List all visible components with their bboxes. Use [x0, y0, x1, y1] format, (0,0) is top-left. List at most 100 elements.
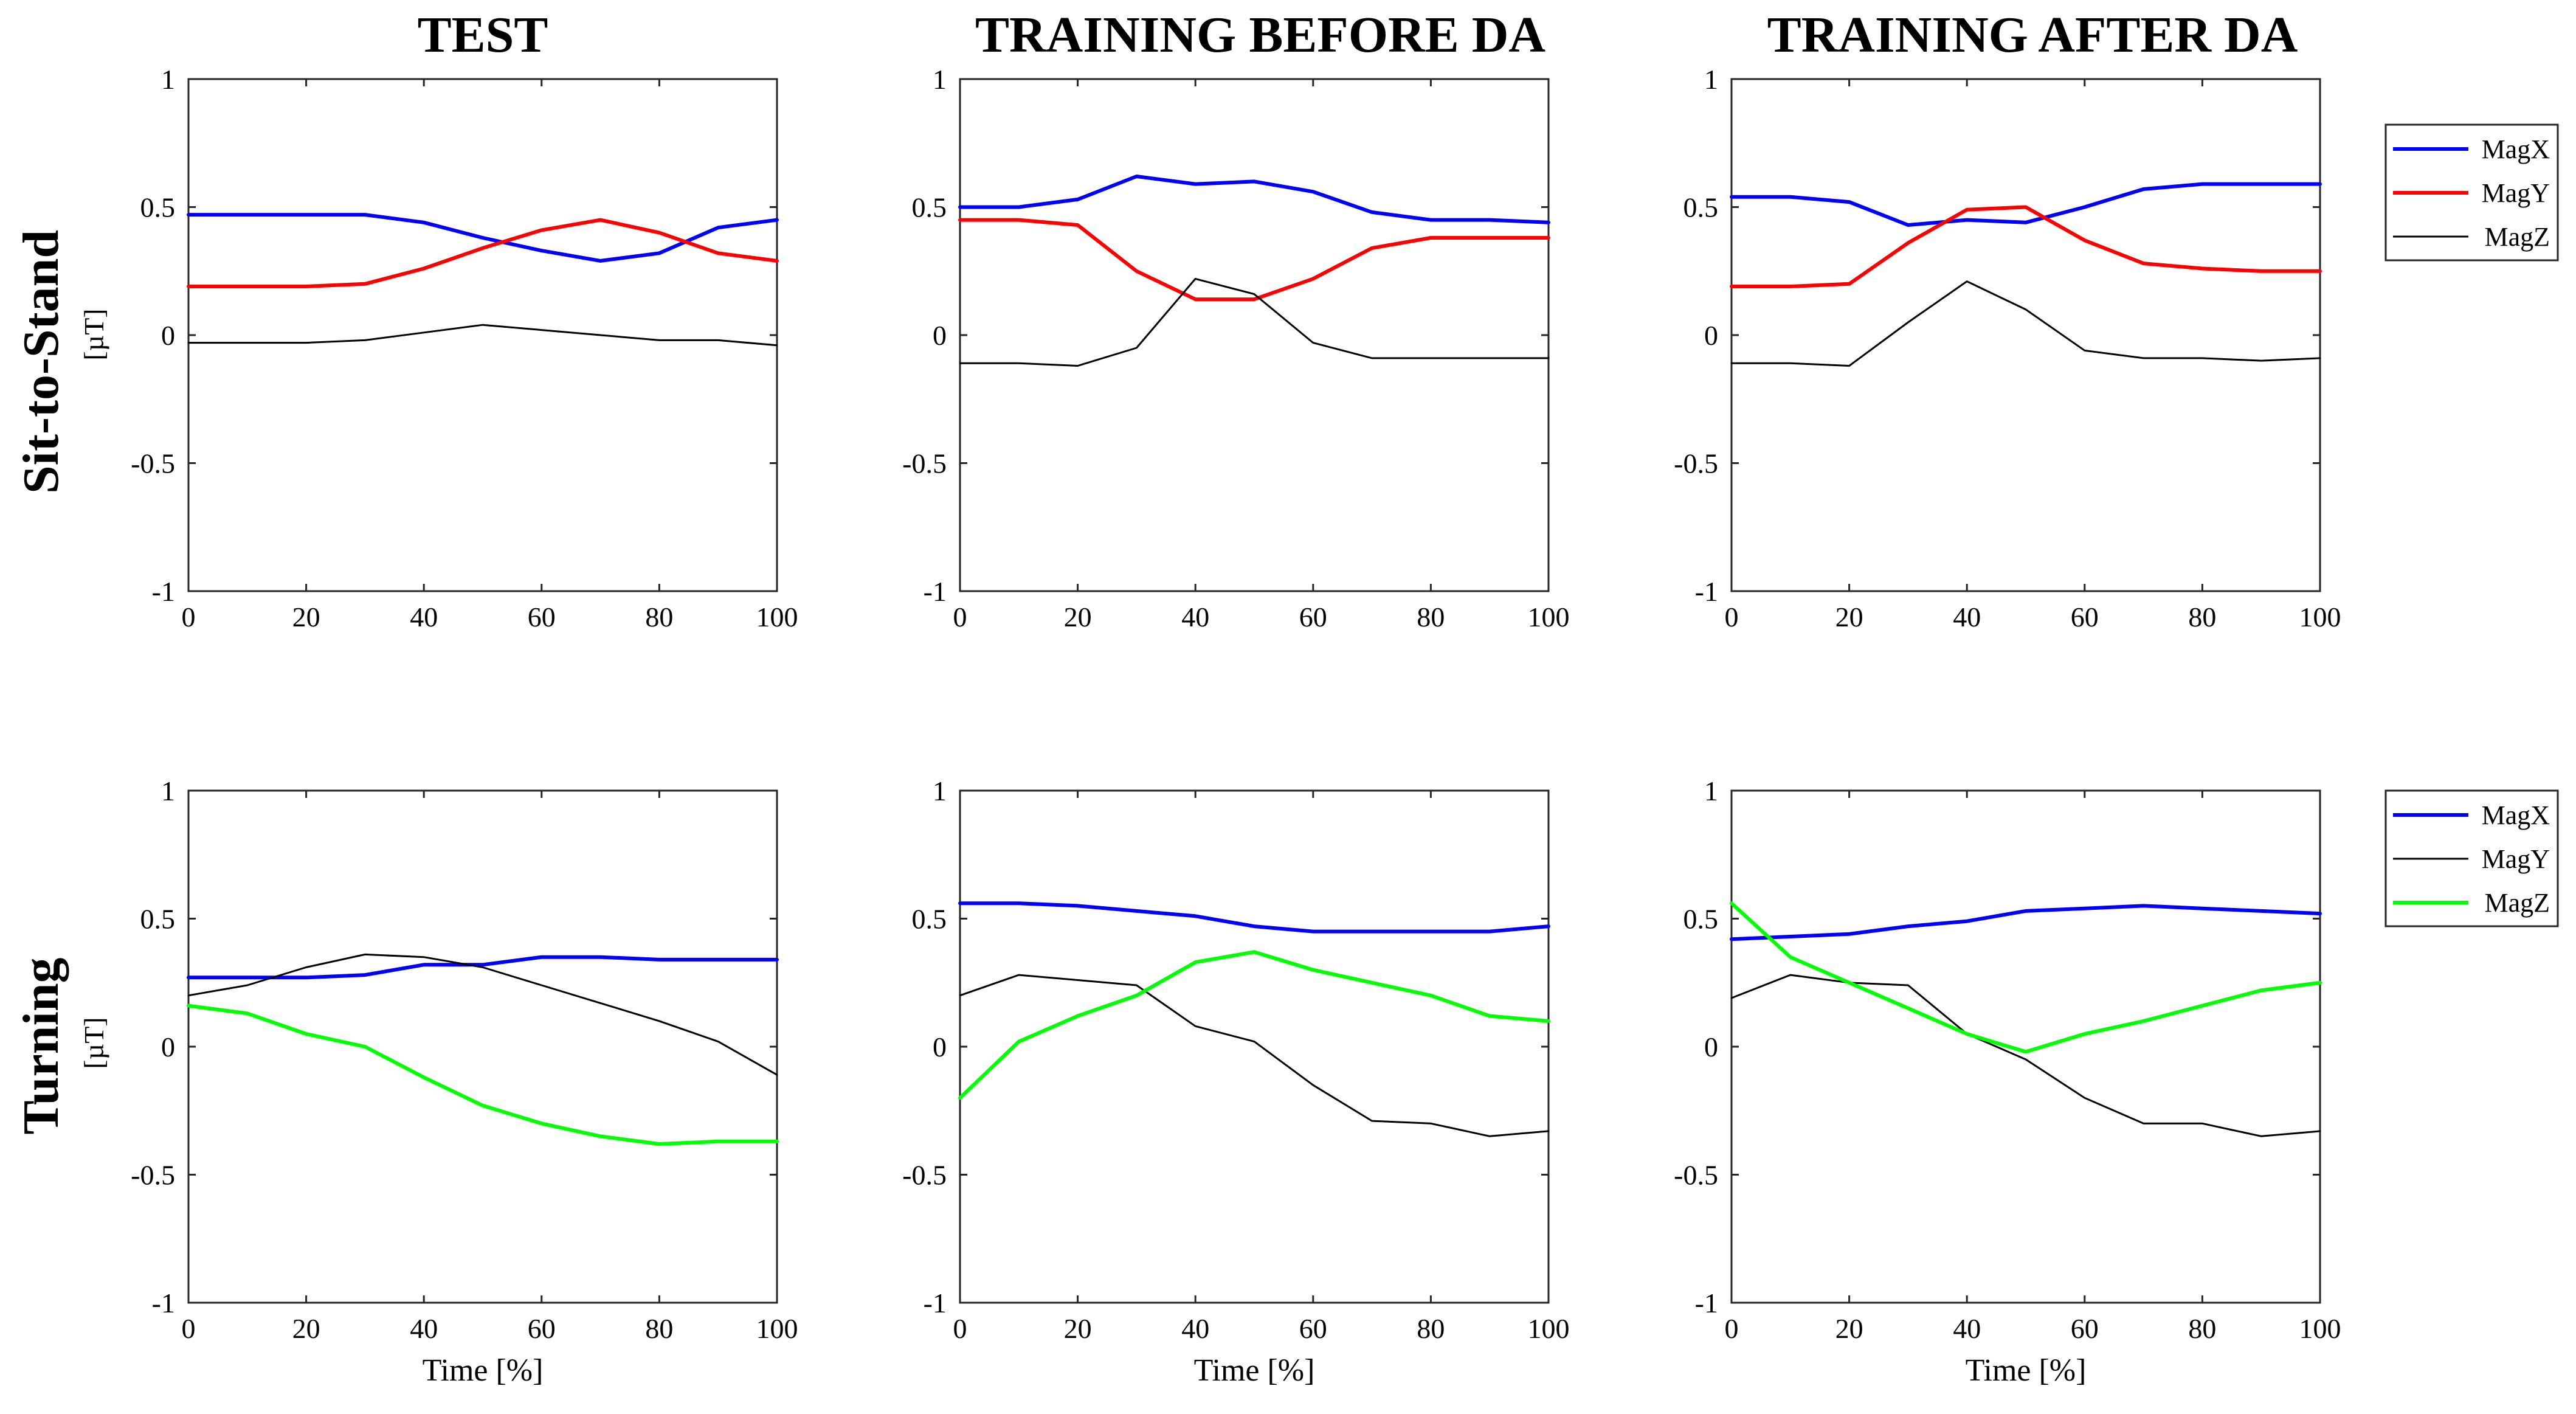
y-tick-label: 0 [1704, 320, 1718, 351]
y-tick-label: -1 [924, 1288, 947, 1319]
y-tick-label: 0 [933, 1031, 947, 1062]
row-unit-label-sit-to-stand: [µT] [78, 308, 109, 360]
x-tick-label: 40 [1953, 601, 1981, 632]
x-axis-label: Time [%] [423, 1353, 544, 1388]
y-tick-label: -1 [152, 1288, 175, 1319]
chart-panel-4: 0 20 40 60 80 100 -1 -0.5 0 0.5 1 Time [%] [902, 775, 1569, 1388]
series-line-magx [187, 213, 779, 263]
legend-label: MagZ [2484, 888, 2550, 918]
y-tick-label: -1 [1695, 1288, 1718, 1319]
legend-label: MagX [2482, 134, 2550, 164]
y-tick-label: 0.5 [912, 192, 947, 223]
legend-label: MagZ [2484, 222, 2550, 252]
y-tick-label: 1 [161, 775, 175, 806]
x-tick-label: 20 [1064, 1313, 1092, 1344]
chart-panel-0: 0 20 40 60 80 100 -1 -0.5 0 0.5 1 [131, 64, 798, 632]
x-tick-label: 100 [1528, 1313, 1570, 1344]
legend-label: MagX [2482, 800, 2550, 830]
row-title-turning: Turning [13, 957, 69, 1134]
x-tick-label: 80 [2188, 601, 2216, 632]
x-tick-label: 100 [2299, 601, 2341, 632]
y-tick-label: -0.5 [902, 1160, 947, 1191]
axes-frame [959, 78, 1550, 592]
y-tick-label: 0 [1704, 1031, 1718, 1062]
x-tick-label: 0 [182, 601, 196, 632]
x-tick-label: 100 [756, 601, 798, 632]
y-tick-label: 1 [933, 775, 947, 806]
x-tick-label: 60 [2071, 601, 2099, 632]
x-tick-label: 100 [756, 1313, 798, 1344]
column-title-test: TEST [418, 7, 548, 63]
y-tick-label: -1 [152, 576, 175, 607]
axes-frame [187, 789, 778, 1304]
x-tick-label: 60 [528, 601, 556, 632]
x-tick-label: 20 [1835, 1313, 1863, 1344]
series-line-magx [187, 955, 779, 980]
y-tick-label: 1 [1704, 64, 1718, 95]
x-tick-label: 0 [1725, 601, 1739, 632]
series-line-magy [187, 953, 778, 1076]
x-tick-label: 0 [1725, 1313, 1739, 1344]
x-tick-label: 60 [1299, 1313, 1327, 1344]
x-tick-label: 40 [1953, 1313, 1981, 1344]
series-line-magx [958, 901, 1550, 934]
series-line-magz [1730, 901, 2322, 1054]
y-tick-label: -0.5 [1674, 448, 1718, 479]
series-line-magz [958, 950, 1550, 1100]
row-unit-label-turning: [µT] [78, 1017, 109, 1069]
y-tick-label: -0.5 [1674, 1160, 1718, 1191]
x-tick-label: 80 [2188, 1313, 2216, 1344]
x-tick-label: 0 [182, 1313, 196, 1344]
series-line-magz [1730, 280, 2321, 367]
chart-panel-2: 0 20 40 60 80 100 -1 -0.5 0 0.5 1 [1674, 64, 2341, 632]
chart-panel-1: 0 20 40 60 80 100 -1 -0.5 0 0.5 1 [902, 64, 1569, 632]
x-tick-label: 80 [645, 601, 673, 632]
legend-label: MagY [2482, 178, 2550, 208]
series-line-magz [187, 1003, 779, 1146]
axes-frame [1730, 789, 2321, 1304]
series-line-magy [1730, 205, 2322, 288]
y-tick-label: 0 [933, 320, 947, 351]
series-line-magx [1730, 904, 2322, 941]
axes-frame [187, 78, 778, 592]
axes-frame [959, 789, 1550, 1304]
x-tick-label: 60 [1299, 601, 1327, 632]
legend-0: MagX MagY MagZ [2384, 123, 2559, 262]
x-tick-label: 20 [1835, 601, 1863, 632]
x-tick-label: 0 [953, 1313, 967, 1344]
x-axis-label: Time [%] [1194, 1353, 1315, 1388]
series-line-magz [187, 324, 778, 347]
x-tick-label: 20 [292, 601, 320, 632]
y-tick-label: 0.5 [140, 904, 176, 935]
x-tick-label: 80 [645, 1313, 673, 1344]
legend-1: MagX MagY MagZ [2384, 789, 2559, 927]
series-line-magy [1730, 974, 2321, 1137]
chart-panel-3: 0 20 40 60 80 100 -1 -0.5 0 0.5 1 Time [%] [131, 775, 798, 1388]
x-tick-label: 80 [1417, 1313, 1445, 1344]
series-line-magy [958, 218, 1550, 302]
y-tick-label: 0 [161, 320, 175, 351]
x-tick-label: 60 [2071, 1313, 2099, 1344]
x-tick-label: 80 [1417, 601, 1445, 632]
axes-frame [1730, 78, 2321, 592]
x-tick-label: 40 [1181, 601, 1209, 632]
y-tick-label: 0.5 [912, 904, 947, 935]
row-title-sit-to-stand: Sit-to-Stand [13, 230, 69, 494]
x-tick-label: 100 [1528, 601, 1570, 632]
column-title-training-before-da: TRAINING BEFORE DA [975, 7, 1545, 63]
x-tick-label: 20 [292, 1313, 320, 1344]
series-line-magy [959, 974, 1550, 1137]
chart-panels: 0 20 40 60 80 100-1-0.500.510 20 40 60 80 100-1-0.… [131, 64, 2341, 1388]
y-tick-label: -1 [1695, 576, 1718, 607]
series-line-magy [187, 218, 779, 288]
y-tick-label: -0.5 [131, 448, 175, 479]
series-line-magx [958, 175, 1550, 224]
legends: MagX MagY MagZ MagX MagY MagZ [2384, 123, 2559, 927]
chart-panel-5: 0 20 40 60 80 100 -1 -0.5 0 0.5 1 Time [%] [1674, 775, 2341, 1388]
x-tick-label: 40 [1181, 1313, 1209, 1344]
series-line-magz [959, 277, 1550, 367]
y-tick-label: 0.5 [1683, 904, 1719, 935]
x-tick-label: 0 [953, 601, 967, 632]
y-tick-label: 1 [1704, 775, 1718, 806]
